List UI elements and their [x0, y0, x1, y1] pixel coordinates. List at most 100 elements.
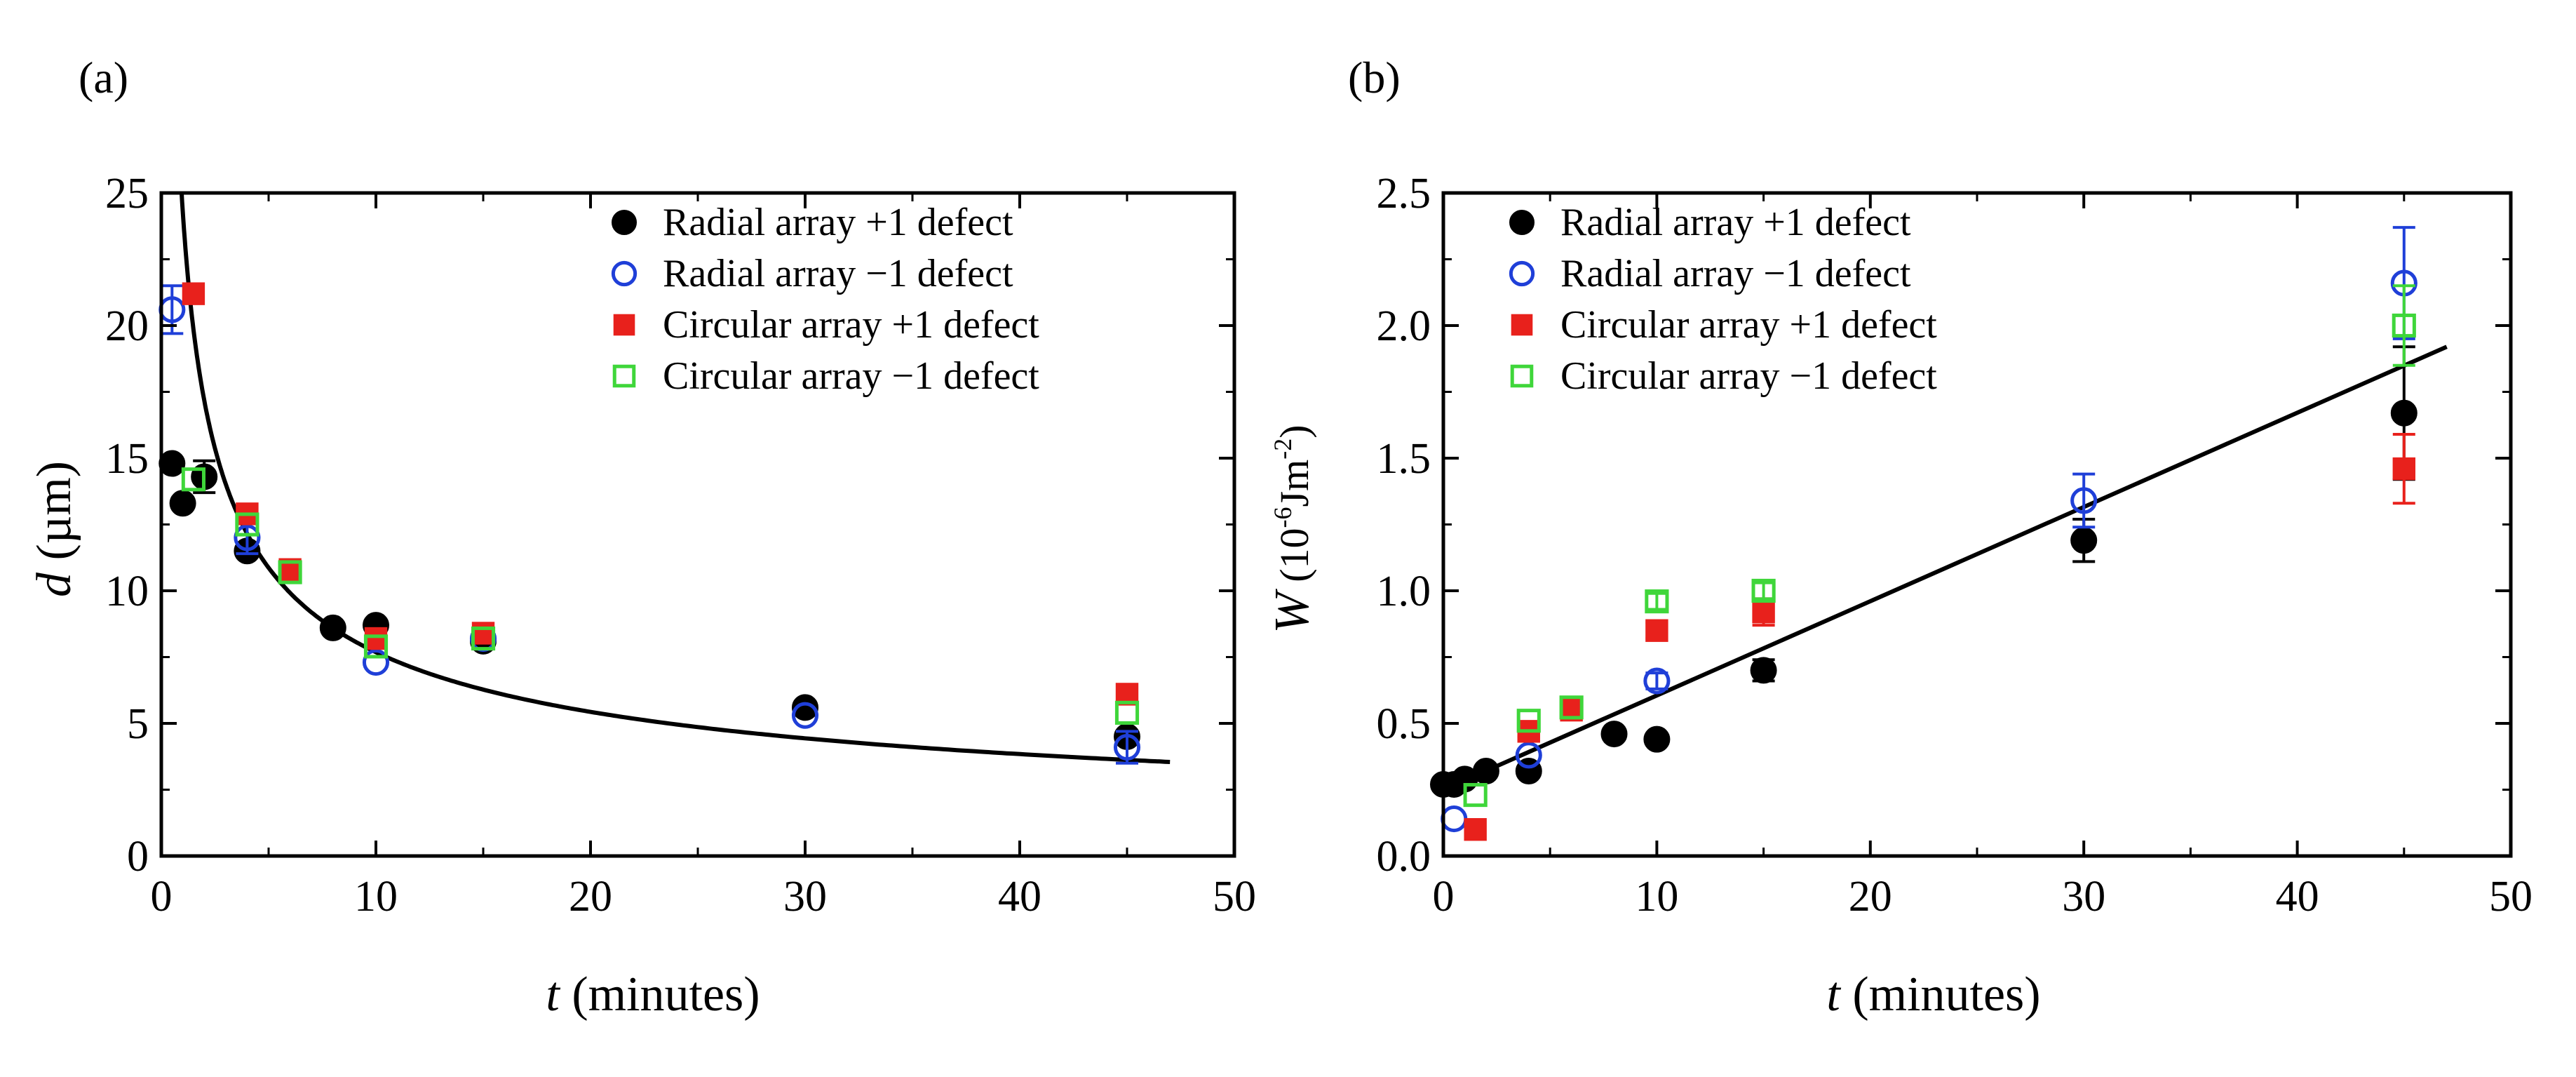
panel-b-legend: Radial array +1 defect Radial array −1 de…	[1509, 201, 1937, 398]
x-tick-label: 20	[1849, 873, 1892, 921]
data-point	[1751, 578, 1776, 603]
data-point	[1643, 667, 1671, 695]
legend-marker	[1510, 364, 1534, 388]
x-tick-label: 10	[354, 873, 398, 921]
data-point	[471, 626, 496, 651]
panel-b-ylabel-sup1: -6	[1269, 507, 1297, 528]
data-point	[1645, 619, 1668, 642]
data-point	[1643, 725, 1671, 753]
fit-curve	[179, 193, 1171, 764]
data-point	[1645, 589, 1669, 614]
series-circular-plus1	[1464, 432, 2415, 841]
data-point	[319, 614, 346, 641]
data-point	[1600, 721, 1628, 748]
panel-a-ylabel-unit: (µm)	[27, 461, 81, 573]
y-tick-label: 2.5	[1377, 170, 1431, 218]
legend-marker	[612, 364, 636, 388]
y-tick-label: 2.0	[1377, 302, 1431, 350]
data-point	[792, 694, 818, 721]
data-point	[2390, 399, 2417, 427]
y-tick-label: 1.5	[1377, 435, 1431, 483]
data-point	[234, 524, 261, 551]
data-point	[235, 512, 259, 537]
legend-marker	[611, 260, 638, 287]
data-point	[364, 627, 388, 650]
panel-b-y-axis-title: W (10-6Jm-2)	[1265, 424, 1319, 633]
panel-b-xlabel-var: t	[1826, 968, 1841, 1022]
data-point	[2392, 457, 2415, 481]
legend-label: Circular array +1 defect	[663, 303, 1039, 347]
data-point	[1113, 733, 1141, 761]
data-point	[182, 282, 205, 305]
legend-marker	[1509, 260, 1535, 287]
legend-label: Radial array +1 defect	[663, 201, 1013, 244]
x-tick-label: 10	[1635, 873, 1678, 921]
data-point	[791, 702, 819, 729]
data-point	[278, 560, 302, 584]
legend-marker	[613, 314, 635, 336]
data-point	[1441, 805, 1468, 833]
legend-marker	[612, 210, 637, 235]
panel-a-marks	[159, 193, 1171, 765]
x-tick-label: 30	[2062, 873, 2105, 921]
panel-b-xlabel-unit: (minutes)	[1840, 968, 2041, 1022]
panel-a-ylabel-var: d	[27, 572, 81, 597]
x-tick-label: 0	[1433, 873, 1455, 921]
data-point	[1752, 601, 1775, 624]
data-point	[362, 649, 390, 676]
panel-b-ylabel-mid: Jm	[1272, 460, 1317, 507]
x-tick-label: 20	[569, 873, 612, 921]
x-tick-label: 40	[2276, 873, 2319, 921]
data-point	[1750, 657, 1777, 684]
legend-label: Radial array +1 defect	[1560, 201, 1911, 244]
x-tick-label: 30	[783, 873, 827, 921]
y-tick-label: 1.0	[1377, 568, 1431, 615]
x-tick-label: 40	[998, 873, 1041, 921]
y-tick-label: 10	[105, 568, 149, 615]
legend-label: Radial array −1 defect	[1560, 252, 1911, 295]
panel-a-xlabel-unit: (minutes)	[560, 968, 760, 1022]
data-point	[2070, 487, 2098, 514]
y-tick-label: 5	[127, 700, 149, 748]
legend-marker	[1509, 210, 1535, 235]
x-tick-label: 50	[2489, 873, 2533, 921]
series-radial-plus1	[159, 450, 1140, 750]
legend-label: Circular array −1 defect	[663, 354, 1039, 398]
panel-a-ticks: 0 10 20 30 40 50 0 5 10 15 20 25	[105, 170, 1256, 921]
panel-a-y-axis-title: d (µm)	[27, 461, 81, 597]
data-point	[1463, 782, 1488, 808]
data-point	[159, 450, 186, 477]
panel-b-ylabel-end: )	[1272, 424, 1317, 438]
panel-b-ylabel-sup2: -2	[1269, 439, 1297, 460]
legend-marker	[1511, 314, 1533, 336]
x-tick-label: 50	[1213, 873, 1256, 921]
data-point	[1559, 695, 1584, 720]
panel-b: (b) 0 10 20 30 40 50 0.0 0.5 1.0 1.5 2.0 2.5 t (min…	[1265, 53, 2533, 1022]
legend-label: Radial array −1 defect	[663, 252, 1013, 295]
panel-a-label: (a)	[79, 53, 128, 102]
data-point	[1472, 758, 1499, 785]
x-tick-label: 0	[151, 873, 173, 921]
panel-b-ticks: 0 10 20 30 40 50 0.0 0.5 1.0 1.5 2.0 2.5	[1377, 170, 2533, 921]
panel-b-marks	[1430, 226, 2448, 841]
data-point	[363, 634, 389, 659]
series-circular-minus1	[181, 467, 1140, 725]
data-point	[1515, 742, 1542, 769]
panel-b-x-axis-title: t (minutes)	[1826, 968, 2040, 1022]
y-tick-label: 0.5	[1377, 700, 1431, 748]
legend-label: Circular array +1 defect	[1560, 303, 1937, 347]
data-point	[2070, 527, 2098, 554]
data-point	[2392, 313, 2416, 338]
data-point	[1464, 818, 1487, 841]
panel-b-label: (b)	[1348, 53, 1401, 102]
data-point	[1516, 709, 1541, 733]
panel-b-ylabel-var: W	[1265, 589, 1319, 634]
data-point	[1114, 700, 1140, 725]
data-point	[181, 467, 205, 492]
y-tick-label: 15	[105, 435, 149, 483]
panel-a-legend: Radial array +1 defect Radial array −1 de…	[611, 201, 1039, 398]
y-tick-label: 0	[127, 833, 149, 881]
fit-line	[1442, 344, 2448, 792]
y-tick-label: 0.0	[1377, 833, 1431, 881]
